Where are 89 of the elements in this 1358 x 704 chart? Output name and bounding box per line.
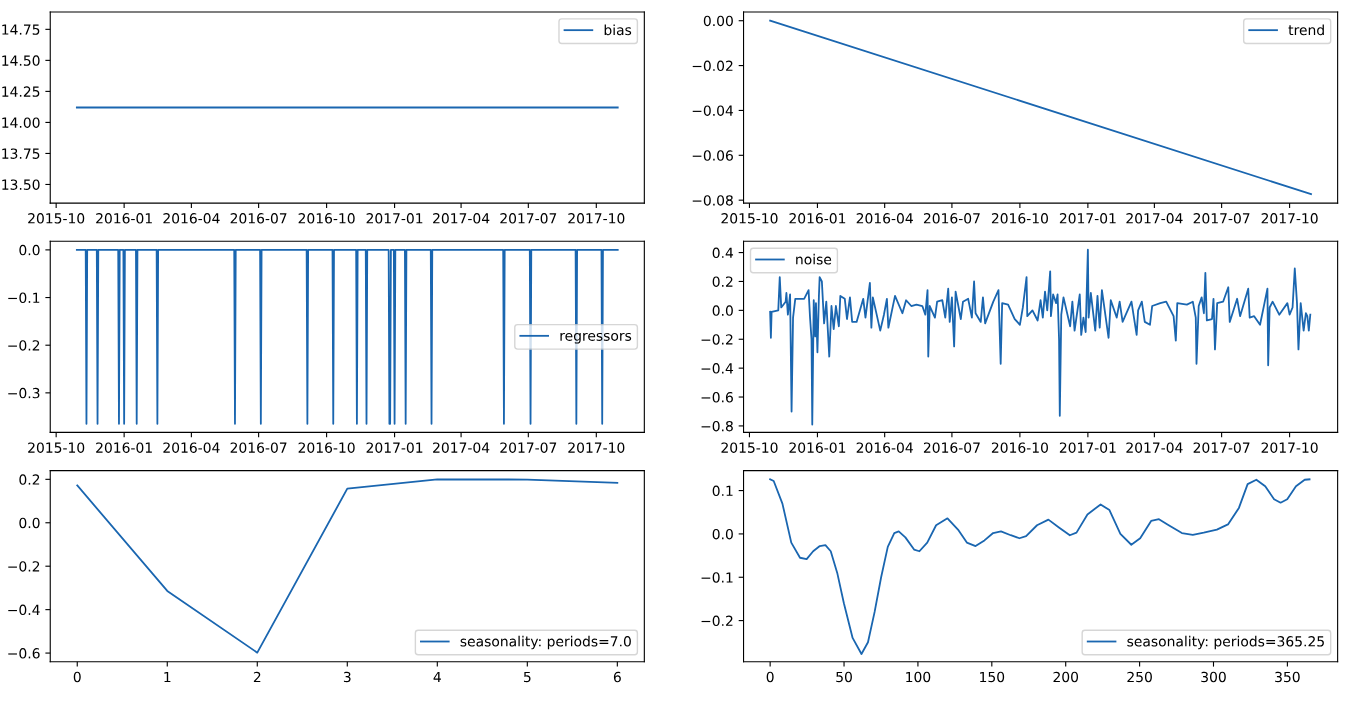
- x-tick-label: 2017-10: [1261, 213, 1318, 224]
- y-tick-label: −0.1: [701, 572, 733, 583]
- x-tick-label: 5: [523, 671, 531, 683]
- x-tick-label: 2016-10: [298, 213, 355, 224]
- x-tick-label: 200: [1053, 671, 1079, 683]
- x-tick-label: 6: [613, 671, 621, 683]
- x-tick-label: 2015-10: [721, 213, 778, 224]
- y-tick-label: −0.02: [692, 60, 733, 72]
- legend-label: regressors: [560, 332, 632, 344]
- x-tick-label: 2016-07: [230, 442, 287, 453]
- legend-label: seasonality: periods=7.0: [460, 635, 631, 650]
- x-tick-label: 2017-01: [366, 213, 423, 224]
- x-tick-label: 100: [906, 671, 931, 683]
- x-tick-label: 0: [73, 671, 81, 683]
- x-tick-label: 300: [1201, 671, 1226, 683]
- y-tick-label: 0.0: [712, 528, 733, 540]
- y-tick-label: −0.2: [701, 334, 733, 345]
- x-tick-label: 2017-04: [433, 213, 490, 224]
- x-tick-label: 2015-10: [28, 442, 85, 453]
- y-tick-label: −0.04: [692, 105, 734, 116]
- x-tick-label: 2016-01: [789, 213, 846, 224]
- x-tick-label: 2016-01: [789, 442, 846, 453]
- x-tick-label: 2016-04: [856, 213, 913, 224]
- x-tick-label: 2017-04: [1126, 213, 1183, 224]
- x-tick-label: 4: [433, 671, 441, 683]
- y-tick-label: 14.50: [2, 55, 40, 66]
- x-tick-label: 2016-01: [96, 213, 152, 224]
- legend-label: seasonality: periods=365.25: [1127, 635, 1324, 650]
- x-tick-label: 2017-01: [366, 442, 423, 453]
- x-tick-label: 0: [766, 671, 774, 683]
- x-tick-label: 2016-10: [991, 442, 1048, 453]
- y-tick-label: 14.25: [2, 86, 40, 97]
- x-tick-label: 2016-10: [298, 442, 355, 453]
- x-tick-label: 2017-07: [500, 213, 557, 224]
- x-tick-label: 2016-04: [163, 442, 220, 453]
- y-tick-label: 0.1: [712, 485, 733, 497]
- y-tick-label: −0.6: [701, 392, 733, 403]
- y-tick-label: −0.06: [692, 150, 733, 161]
- x-tick-label: 2017-01: [1059, 442, 1116, 453]
- x-tick-label: 2016-10: [991, 213, 1048, 224]
- y-tick-label: 0.0: [19, 244, 40, 256]
- x-tick-label: 2016-01: [96, 442, 152, 453]
- legend-label: bias: [604, 24, 632, 36]
- x-tick-label: 1: [164, 671, 171, 683]
- x-tick-label: 150: [980, 671, 1005, 683]
- x-tick-label: 3: [343, 671, 351, 683]
- y-tick-label: −0.08: [692, 195, 733, 206]
- line-series: [769, 248, 1312, 426]
- x-tick-label: 50: [836, 671, 852, 683]
- legend-label: noise: [796, 253, 832, 265]
- y-tick-label: −0.3: [8, 387, 40, 399]
- x-tick-label: 2017-07: [500, 442, 557, 453]
- y-tick-label: −0.2: [701, 615, 733, 627]
- x-tick-label: 2015-10: [28, 213, 85, 224]
- y-tick-label: 0.4: [712, 247, 734, 259]
- y-tick-label: 14.00: [2, 117, 40, 128]
- x-tick-label: 2016-04: [163, 213, 220, 224]
- y-tick-label: 0.2: [712, 276, 733, 287]
- y-tick-label: 0.2: [19, 474, 40, 485]
- x-tick-label: 2017-04: [1126, 442, 1183, 453]
- x-tick-label: 350: [1275, 671, 1300, 683]
- x-tick-label: 2017-07: [1193, 213, 1250, 224]
- y-tick-label: 13.50: [2, 179, 40, 190]
- legend-label: trend: [1288, 24, 1324, 36]
- x-tick-label: 2016-04: [856, 442, 913, 453]
- y-tick-label: 14.75: [2, 24, 40, 35]
- y-tick-label: −0.2: [8, 561, 40, 572]
- x-tick-label: 2017-10: [568, 213, 625, 224]
- x-tick-label: 2015-10: [721, 442, 778, 453]
- x-tick-label: 2016-07: [923, 442, 980, 453]
- y-tick-label: −0.4: [8, 604, 40, 616]
- y-tick-label: 0.00: [703, 15, 733, 27]
- y-tick-label: −0.4: [701, 363, 734, 374]
- y-tick-label: −0.8: [701, 420, 733, 432]
- x-tick-label: 2017-01: [1059, 213, 1116, 224]
- x-tick-label: 2016-07: [923, 213, 980, 224]
- y-tick-label: −0.6: [8, 648, 40, 659]
- y-tick-label: 0.0: [712, 305, 733, 316]
- x-tick-label: 250: [1127, 671, 1152, 683]
- x-tick-label: 2016-07: [230, 213, 287, 224]
- x-tick-label: 2: [253, 671, 261, 683]
- x-tick-label: 2017-07: [1193, 442, 1250, 453]
- y-tick-label: −0.2: [8, 340, 40, 351]
- y-tick-label: −0.1: [8, 292, 40, 304]
- y-tick-label: 0.0: [19, 517, 40, 529]
- x-tick-label: 2017-10: [568, 442, 625, 453]
- x-tick-label: 2017-10: [1261, 442, 1318, 453]
- y-tick-label: 13.75: [2, 148, 40, 159]
- x-tick-label: 2017-04: [433, 442, 490, 453]
